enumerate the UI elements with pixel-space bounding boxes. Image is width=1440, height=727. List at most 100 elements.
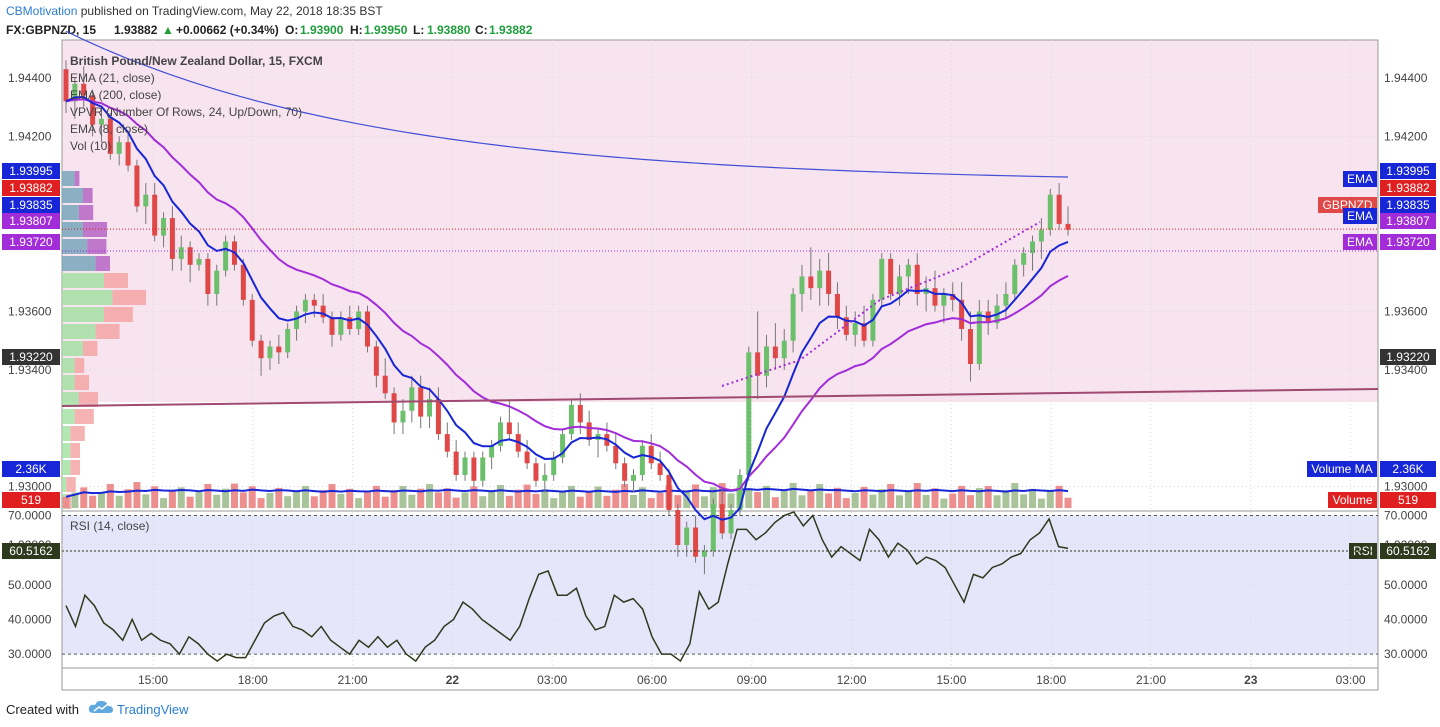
- candle-body: [861, 323, 867, 341]
- volume-bar: [949, 493, 957, 508]
- vpvr-down-bar: [95, 256, 110, 271]
- rsi-left-tick: 50.0000: [8, 578, 52, 592]
- volume-bar: [904, 490, 912, 508]
- volume-bar: [603, 495, 611, 508]
- candle-body: [826, 270, 832, 294]
- vpvr-down-bar: [74, 409, 94, 424]
- left-volume-badge-bg: [2, 492, 60, 508]
- volume-bar: [692, 484, 700, 508]
- vpvr-up-bar: [62, 375, 75, 390]
- volume-bar: [204, 483, 212, 508]
- volume-bar: [355, 498, 363, 508]
- candle-body: [693, 527, 699, 557]
- rsi-right-tick: 30.0000: [1384, 647, 1428, 661]
- volume-tag-bg: [1328, 492, 1377, 508]
- volume-bar: [426, 484, 434, 508]
- candle-body: [772, 346, 778, 359]
- volume-bar: [833, 487, 841, 508]
- volume-bar: [1011, 483, 1019, 508]
- vpvr-up-bar: [62, 239, 88, 254]
- candle-body: [391, 393, 397, 423]
- tradingview-link[interactable]: TradingView: [117, 702, 189, 717]
- candle-body: [941, 293, 947, 306]
- volume-bar: [452, 497, 460, 508]
- candle-body: [187, 247, 193, 265]
- candle-body: [1047, 194, 1053, 230]
- volume-bar: [363, 490, 371, 508]
- ema21-line: [65, 98, 1069, 492]
- volume-bar: [124, 489, 132, 508]
- volume-bar: [89, 495, 97, 508]
- vpvr-up-bar: [62, 358, 75, 373]
- volume-bar: [160, 498, 168, 508]
- volume-bar: [195, 492, 203, 508]
- volume-bar: [496, 484, 504, 508]
- volume-bar: [630, 494, 638, 508]
- left-price-badge-bg: [2, 180, 60, 196]
- candle-body: [320, 305, 326, 318]
- legend-vpvr[interactable]: VPVR (Number Of Rows, 24, Up/Down, 70): [70, 105, 303, 119]
- left-price-tick: 1.93000: [8, 480, 52, 494]
- volume-bar: [674, 495, 682, 508]
- right-price-badge-bg: [1380, 163, 1436, 179]
- candle-body: [834, 293, 840, 318]
- right-price-badge: 1.93807: [1386, 214, 1430, 228]
- legend-ema8[interactable]: EMA (8, close): [70, 122, 149, 136]
- author-link[interactable]: CBMotivation: [6, 4, 78, 18]
- candle-body: [950, 293, 956, 300]
- candle-body: [586, 422, 592, 440]
- volume-bar: [62, 496, 70, 508]
- price-chart[interactable]: 15:00 18:00 21:00 22 03:00 06:00 09:00 12:00 15:…: [0, 0, 1440, 691]
- candle-body: [959, 299, 965, 330]
- legend-volume[interactable]: Vol (10): [70, 139, 112, 153]
- candle-body: [577, 404, 583, 423]
- legend-ema21[interactable]: EMA (21, close): [70, 71, 155, 85]
- price-change: +0.00662 (+0.34%): [176, 23, 279, 37]
- volume-bar: [301, 485, 309, 508]
- candle-body: [72, 83, 78, 102]
- candle-body: [294, 311, 300, 330]
- ema-tag: EMA: [1347, 172, 1373, 186]
- left-price-badge-bg: [2, 197, 60, 213]
- vpvr-up-bar: [62, 256, 96, 271]
- candle-body: [1021, 253, 1027, 265]
- vpvr-up-bar: [62, 392, 79, 407]
- volume-bar: [984, 485, 992, 508]
- candle-body: [240, 264, 246, 300]
- rsi-line: [65, 511, 1069, 663]
- left-price-badge: 1.93807: [9, 214, 53, 228]
- close-label: C:: [475, 23, 488, 37]
- right-rsi-badge: 60.5162: [1386, 544, 1430, 558]
- candle-body: [347, 317, 353, 330]
- right-volume-badge-bg: [1380, 492, 1436, 508]
- volume-bar: [975, 488, 983, 508]
- legend-ema200[interactable]: EMA (200, close): [70, 88, 162, 102]
- volume-bar: [585, 491, 593, 508]
- candle-body: [728, 510, 734, 534]
- volume-bar: [842, 498, 850, 508]
- legend-rsi[interactable]: RSI (14, close): [70, 519, 150, 533]
- vpvr-up-bar: [62, 290, 113, 305]
- volume-bar: [372, 485, 380, 508]
- vpvr-up-bar: [62, 307, 104, 322]
- trend-line: [61, 388, 1379, 407]
- candle-body: [427, 399, 433, 417]
- volume-bar: [869, 494, 877, 508]
- candle-body: [444, 434, 450, 452]
- candle-body: [258, 340, 264, 359]
- left-price-tick: 1.94400: [8, 71, 52, 85]
- volume-bar: [763, 485, 771, 508]
- volume-bar: [257, 498, 265, 508]
- vpvr-up-bar: [62, 443, 71, 458]
- rsi-right-tick: 70.0000: [1384, 508, 1428, 522]
- candle-body: [285, 329, 291, 353]
- candle-body: [932, 288, 938, 306]
- candle-body: [755, 352, 761, 376]
- candle-body: [533, 463, 539, 481]
- left-price-badge: 1.93882: [9, 181, 53, 195]
- candle-body: [169, 218, 175, 259]
- volume-bar: [275, 487, 283, 508]
- left-volma-badge: 2.36K: [15, 462, 46, 476]
- right-rsi-badge-bg: [1380, 543, 1436, 559]
- volume-bar: [1029, 488, 1037, 508]
